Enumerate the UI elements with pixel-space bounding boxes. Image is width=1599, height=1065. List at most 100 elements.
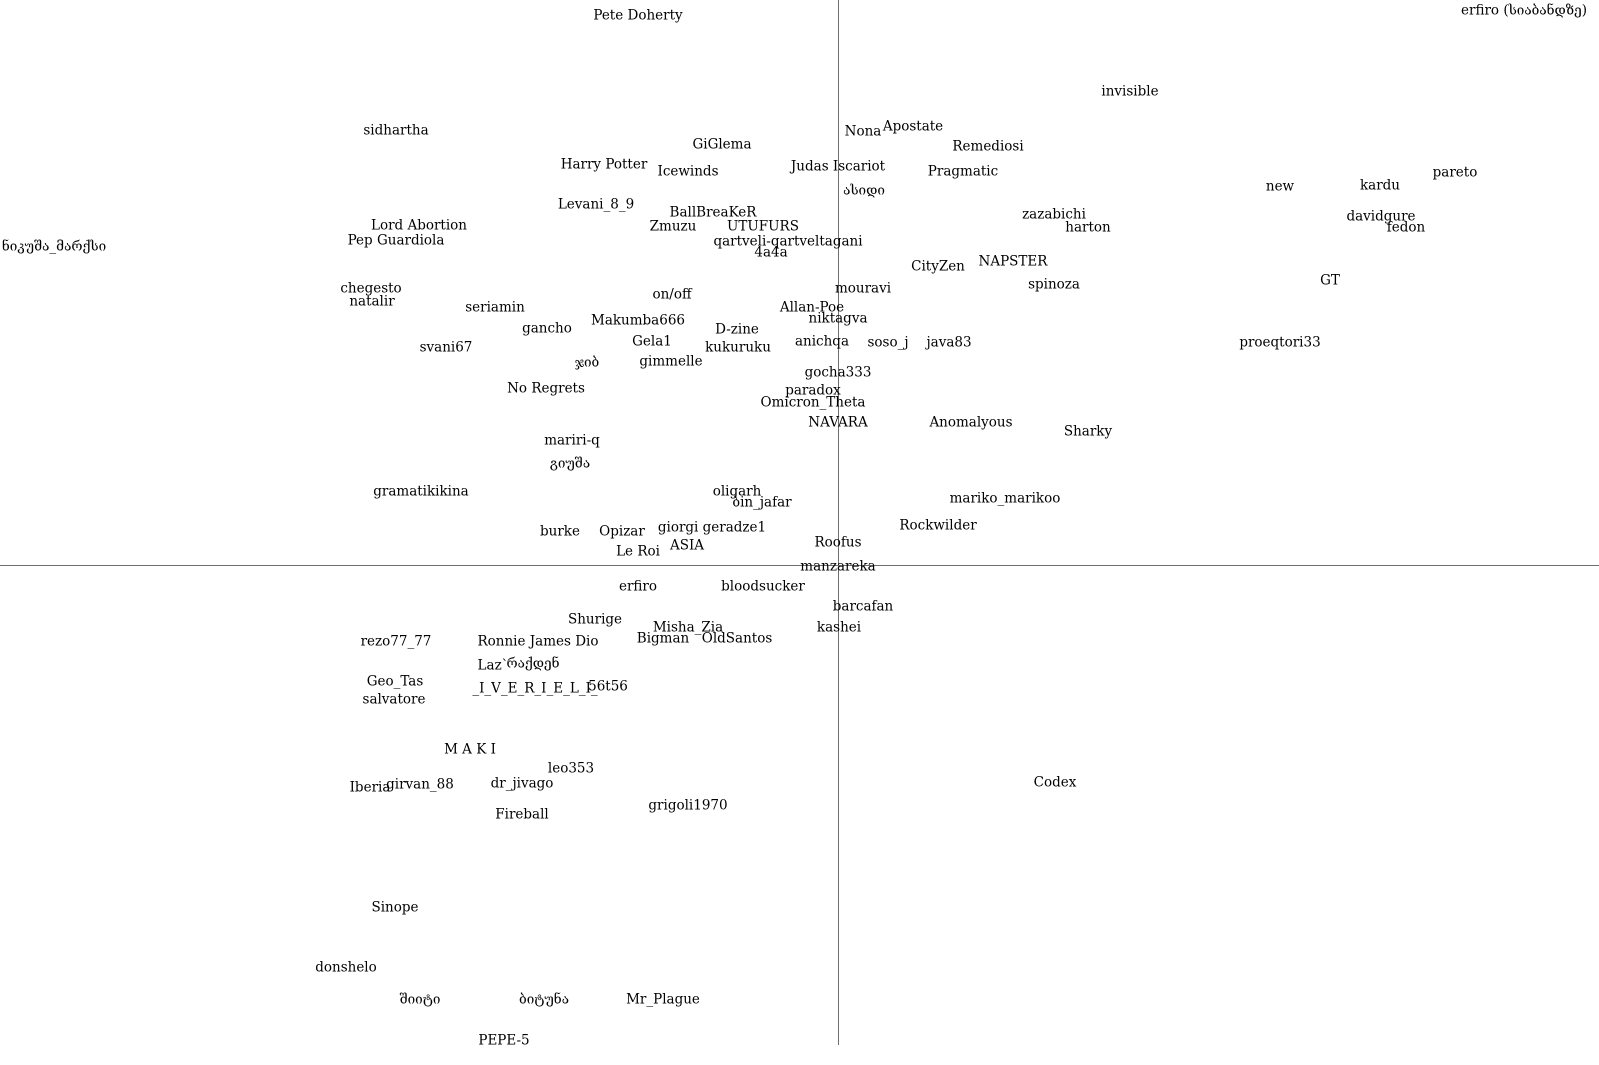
scatter-label: new (1265, 178, 1295, 195)
scatter-label: donshelo (315, 959, 377, 976)
scatter-label: spinoza (1028, 276, 1080, 293)
scatter-label: BallBreaKeR (669, 204, 757, 221)
scatter-label: Rockwilder (899, 517, 977, 534)
scatter-label: bloodsucker (721, 578, 805, 595)
scatter-label: manzareka (800, 558, 876, 575)
scatter-label: Mr_Plague (626, 991, 700, 1008)
scatter-label: ასიდი (843, 182, 885, 199)
scatter-label: Opizar (599, 523, 645, 540)
scatter-label: NAVARA (808, 414, 868, 431)
scatter-label: erfiro (618, 578, 658, 595)
scatter-label: java83 (926, 334, 972, 351)
scatter-label: grigoli1970 (648, 797, 728, 814)
scatter-label: Pragmatic (927, 163, 999, 180)
scatter-label: Apostate (882, 118, 944, 135)
scatter-label: burke (540, 523, 580, 540)
scatter-label: Le Roi (616, 543, 660, 560)
scatter-label: soso_j (867, 334, 909, 351)
scatter-label: NAPSTER (978, 253, 1048, 270)
scatter-label: _I_V_E_R_I_E_L_I_ (472, 680, 598, 697)
scatter-label: kardu (1359, 177, 1401, 194)
scatter-label: Judas Iscariot (790, 158, 886, 175)
scatter-label: 56t56 (588, 678, 628, 695)
scatter-label: barcafan (832, 598, 894, 615)
scatter-label: Harry Potter (560, 156, 648, 173)
scatter-label: giorgi geradze1 (657, 519, 767, 536)
scatter-label: girvan_88 (386, 776, 454, 793)
scatter-label: Ronnie James Dio (477, 633, 599, 650)
scatter-label: GT (1320, 272, 1340, 289)
scatter-label: Iberia (349, 779, 391, 796)
scatter-label: Zmuzu (649, 218, 697, 235)
scatter-label: Laz` (477, 657, 509, 674)
scatter-label: gimmelle (639, 353, 703, 370)
scatter-label: harton (1065, 219, 1111, 236)
scatter-label: Sharky (1063, 423, 1113, 440)
scatter-label: mariri-q (544, 432, 600, 449)
scatter-label: ბიტუნა (519, 991, 569, 1008)
scatter-label: davidgure (1346, 208, 1416, 225)
scatter-label: anichqa (794, 333, 850, 350)
scatter-label: Anomalyous (929, 414, 1013, 431)
scatter-label: salvatore (362, 691, 426, 708)
scatter-label: sidhartha (363, 122, 429, 139)
scatter-label: Icewinds (657, 163, 719, 180)
scatter-label: Makumba666 (590, 312, 686, 329)
scatter-label: Misha_Zia (652, 619, 724, 636)
scatter-label: Pete Doherty (593, 7, 683, 24)
scatter-label: Codex (1033, 774, 1077, 791)
scatter-label: CityZen (911, 258, 965, 275)
scatter-label: GiGlema (692, 136, 752, 153)
scatter-label: zazabichi (1022, 206, 1086, 223)
scatter-label: leo353 (547, 760, 595, 777)
scatter-label: 4a4a (754, 244, 788, 261)
scatter-label: gancho (522, 320, 572, 337)
scatter-label: paradox (785, 382, 841, 399)
scatter-label: oligarh (712, 483, 762, 500)
scatter-label: seriamin (465, 299, 525, 316)
scatter-label: invisible (1101, 83, 1159, 100)
scatter-label: შიიტი (399, 991, 441, 1008)
scatter-label: mariko_marikoo (949, 490, 1061, 507)
scatter-label: Lord Abortion (370, 217, 468, 234)
scatter-label: Sinope (371, 899, 419, 916)
scatter-label: რაქდენ (506, 655, 560, 672)
scatter-label: Geo_Tas (366, 673, 424, 690)
scatter-label: kashei (816, 619, 862, 636)
scatter-label: chegesto (340, 280, 402, 297)
scatter-label: pareto (1432, 164, 1478, 181)
scatter-label: mouravi (834, 280, 892, 297)
scatter-label: Roofus (814, 534, 862, 551)
scatter-label: Nona (844, 123, 882, 140)
scatter-label: proeqtori33 (1239, 334, 1321, 351)
scatter-label: Remediosi (952, 138, 1024, 155)
scatter-label: fedon (1386, 219, 1426, 236)
scatter-label: ნიკუშა_მარქსი (1, 238, 107, 255)
scatter-label: D-zine (715, 321, 759, 338)
scatter-label: No Regrets (507, 380, 585, 397)
scatter-label: Pep Guardiola (347, 232, 445, 249)
scatter-label: gocha333 (804, 364, 872, 381)
scatter-label: ბin_jafar (732, 494, 792, 511)
scatter-label: on/off (652, 286, 692, 303)
scatter-label: Allan-Poe (779, 299, 845, 316)
scatter-label: natalir (349, 293, 395, 310)
scatter-label: Bigman (636, 630, 690, 647)
scatter-label: gramatikikina (373, 483, 469, 500)
scatter-label: qartveli-qartveltagani (713, 233, 863, 250)
scatter-label: rezo77_77 (360, 633, 432, 650)
scatter-label: Gela1 (632, 333, 672, 350)
scatter-label: UTUFURS (727, 218, 799, 235)
scatter-label: Omicron_Theta (760, 394, 866, 411)
horizontal-axis-line (0, 565, 1599, 566)
scatter-label: M A K I (444, 741, 496, 758)
scatter-label: svani67 (419, 339, 473, 356)
scatter-label: Shurige (567, 611, 623, 628)
scatter-label: Levani_8_9 (557, 196, 635, 213)
scatter-label: dr_jivago (490, 775, 554, 792)
scatter-label: ჯიბ (574, 354, 600, 371)
scatter-label: PEPE-5 (478, 1032, 530, 1049)
scatter-label: გიუშა (549, 455, 591, 472)
scatter-label: ASIA (669, 537, 705, 554)
